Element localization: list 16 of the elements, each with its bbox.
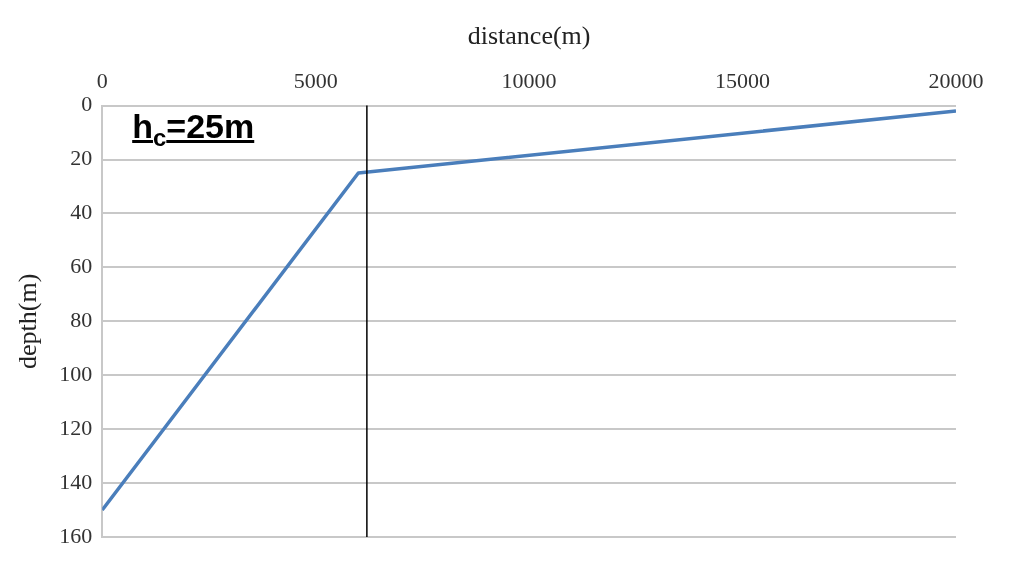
- y-tick-label: 100: [59, 361, 93, 387]
- y-tick-label: 160: [59, 522, 93, 548]
- y-axis-title: depth(m): [13, 273, 43, 369]
- x-tick-label: 20000: [928, 68, 984, 94]
- y-tick-label: 20: [70, 145, 93, 171]
- y-tick-label: 80: [70, 307, 93, 333]
- x-tick-label: 10000: [501, 68, 557, 94]
- x-tick-label: 15000: [715, 68, 771, 94]
- y-tick-label: 60: [70, 253, 93, 279]
- y-tick-label: 120: [59, 414, 93, 440]
- x-tick-label: 5000: [293, 68, 338, 94]
- annotation: h$_{c}$=25m: [132, 106, 255, 151]
- y-tick-label: 40: [70, 199, 93, 225]
- y-tick-label: 140: [59, 468, 93, 494]
- y-tick-label: 0: [81, 91, 93, 117]
- x-axis-title: distance(m): [467, 21, 591, 51]
